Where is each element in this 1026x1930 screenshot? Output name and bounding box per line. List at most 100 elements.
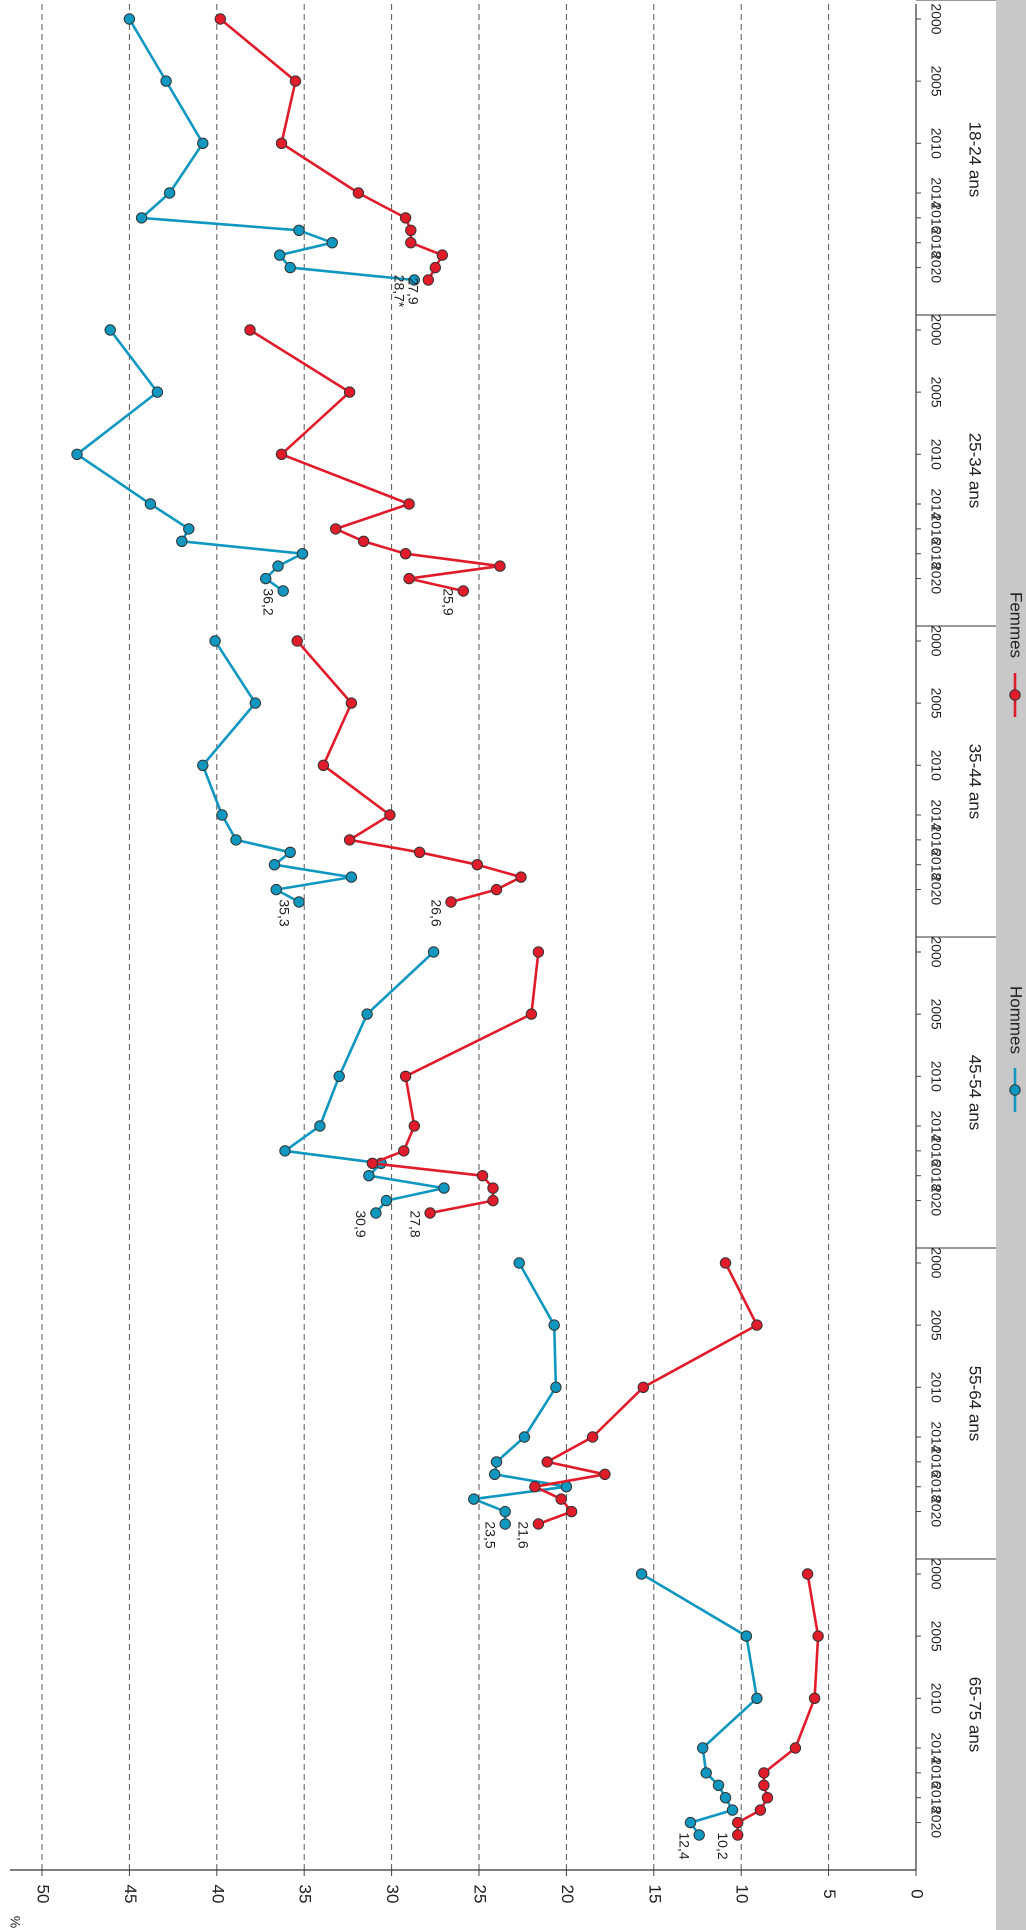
hommes-point — [548, 1319, 560, 1331]
hommes-point — [272, 560, 284, 572]
femmes-line — [736, 1573, 820, 1835]
femmes-point — [758, 1779, 770, 1792]
y-tick-label: 20 — [558, 1885, 577, 1904]
femmes-point — [289, 75, 302, 87]
femmes-point — [352, 187, 365, 199]
hommes-line — [640, 1572, 759, 1836]
y-tick-label: 30 — [383, 1885, 402, 1904]
hommes-point — [160, 75, 172, 87]
x-tick-label: 2010 — [928, 439, 944, 470]
x-tick-label: 2018 — [928, 1782, 944, 1813]
femmes-point — [515, 871, 527, 883]
x-tick-label: 2020 — [928, 874, 944, 905]
x-tick-label: 2016 — [928, 513, 944, 544]
hommes-point — [135, 212, 148, 224]
femmes-point — [808, 1692, 821, 1705]
femmes-point — [384, 809, 396, 821]
x-tick-label: 2014 — [928, 177, 944, 208]
hommes-point — [123, 13, 136, 25]
x-tick-label: 2020 — [928, 252, 944, 283]
femmes-end-label: 25,9 — [441, 588, 457, 615]
x-tick-label: 2014 — [928, 1732, 944, 1763]
group-label: 18-24 ans — [966, 122, 985, 198]
femmes-line — [371, 951, 540, 1215]
hommes-point — [408, 274, 420, 286]
hommes-point — [499, 1505, 511, 1518]
hommes-point — [197, 137, 209, 150]
femmes-point — [494, 560, 506, 572]
femmes-line — [296, 640, 523, 904]
femmes-end-label: 27,9 — [406, 277, 422, 304]
x-tick-label: 2016 — [928, 824, 944, 855]
hommes-point — [230, 834, 242, 846]
grid — [41, 4, 830, 1870]
x-tick-label: 2016 — [928, 202, 944, 233]
x-tick-label: 2010 — [928, 128, 944, 159]
femmes-point — [445, 896, 457, 908]
femmes-point — [812, 1630, 824, 1642]
hommes-point — [438, 1182, 450, 1194]
x-tick-label: 2020 — [928, 563, 944, 594]
legend-label: Hommes — [1007, 986, 1026, 1054]
femmes-point — [405, 237, 417, 249]
femmes-point — [399, 1070, 412, 1083]
x-tick-label: 2014 — [928, 799, 944, 830]
femmes-point — [751, 1319, 763, 1331]
femmes-line — [249, 328, 502, 593]
x-tick-label: 2016 — [928, 1446, 944, 1477]
femmes-point — [532, 946, 545, 958]
femmes-point — [424, 1207, 436, 1219]
group-label-band — [996, 0, 1026, 1930]
hommes-end-label: 30,9 — [353, 1210, 369, 1237]
hommes-point — [693, 1829, 705, 1841]
x-tick-label: 2005 — [928, 1621, 944, 1652]
x-tick-label: 2000 — [928, 3, 944, 34]
femmes-point — [413, 846, 426, 858]
hommes-line — [283, 951, 446, 1214]
femmes-point — [476, 1170, 489, 1182]
x-tick-label: 2010 — [928, 1683, 944, 1714]
hommes-point — [284, 261, 296, 274]
x-tick-label: 2018 — [928, 1160, 944, 1191]
y-axis-label: % — [7, 1916, 23, 1928]
femmes-line — [219, 17, 444, 281]
y-tick-label: 5 — [820, 1889, 839, 1898]
femmes-point — [345, 697, 358, 709]
x-tick-label: 2000 — [928, 936, 944, 967]
femmes-point — [637, 1381, 649, 1394]
y-tick-label: 0 — [908, 1889, 927, 1898]
femmes-point — [399, 548, 412, 560]
hommes-point — [277, 585, 289, 597]
x-tick-label: 2020 — [928, 1496, 944, 1527]
x-tick-label: 2000 — [928, 1247, 944, 1278]
annotations: 28,7*27,9 36,2 25,9 35,3 26,6 30,9 27,8 23,5 21,… — [261, 275, 731, 1860]
x-tick-label: 2018 — [928, 849, 944, 880]
y-tick-label: 15 — [645, 1885, 664, 1904]
femmes-point — [487, 1182, 499, 1194]
hommes-point — [144, 498, 157, 510]
femmes-point — [732, 1829, 744, 1841]
hommes-point — [279, 1145, 291, 1157]
hommes-point — [249, 697, 262, 709]
hommes-point — [104, 324, 116, 336]
y-axis: 0 5 10 15 20 25 30 35 40 45 50% — [7, 1869, 927, 1928]
femmes-point — [291, 635, 303, 647]
x-tick-label: 2010 — [928, 1372, 944, 1403]
x-tick-label: 2014 — [928, 488, 944, 519]
x-tick-label: 2005 — [928, 377, 944, 408]
x-tick-label: 2018 — [928, 227, 944, 258]
hommes-end-label: 36,2 — [261, 588, 277, 615]
hommes-point — [274, 249, 286, 261]
hommes-point — [380, 1194, 393, 1207]
hommes-point — [296, 548, 309, 560]
hommes-point — [427, 946, 440, 958]
femmes-point — [732, 1816, 744, 1829]
hommes-point — [468, 1493, 480, 1505]
hommes-point — [293, 224, 305, 237]
femmes-point — [586, 1431, 599, 1443]
hommes-end-label: 12,4 — [677, 1832, 693, 1859]
legend-label: Femmes — [1007, 592, 1026, 658]
